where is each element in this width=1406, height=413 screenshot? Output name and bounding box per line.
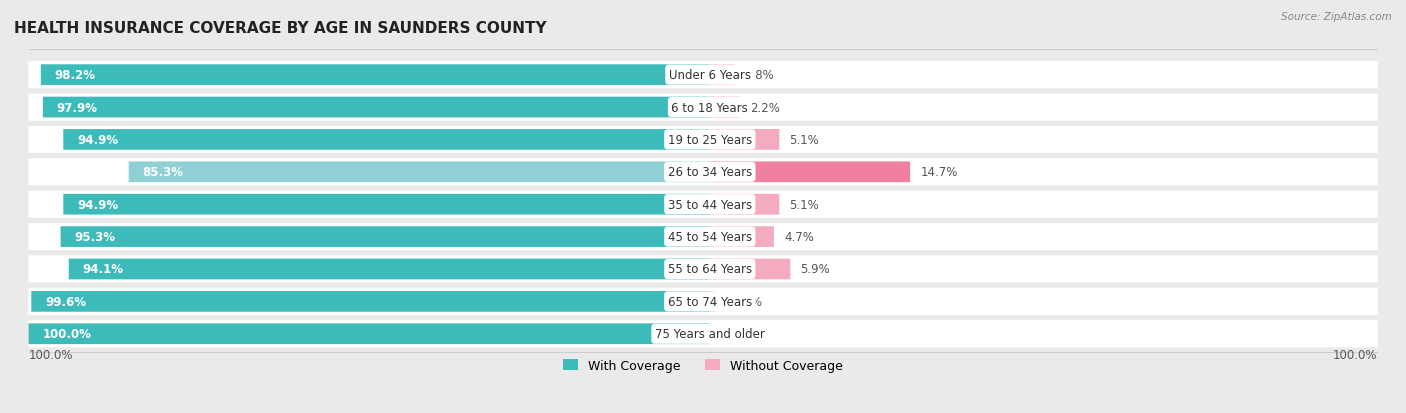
Text: 14.7%: 14.7% [921, 166, 957, 179]
FancyBboxPatch shape [710, 227, 773, 247]
Text: 100.0%: 100.0% [1333, 349, 1378, 361]
Text: 45 to 54 Years: 45 to 54 Years [668, 230, 752, 244]
FancyBboxPatch shape [710, 195, 779, 215]
Text: Under 6 Years: Under 6 Years [669, 69, 751, 82]
Text: 5.9%: 5.9% [800, 263, 830, 276]
Text: 5.1%: 5.1% [790, 133, 820, 147]
Text: 1.8%: 1.8% [745, 69, 775, 82]
Text: 100.0%: 100.0% [28, 349, 73, 361]
Text: 94.9%: 94.9% [77, 133, 118, 147]
Text: Source: ZipAtlas.com: Source: ZipAtlas.com [1281, 12, 1392, 22]
FancyBboxPatch shape [69, 259, 710, 280]
Text: 4.7%: 4.7% [785, 230, 814, 244]
FancyBboxPatch shape [31, 291, 710, 312]
Text: 6 to 18 Years: 6 to 18 Years [672, 101, 748, 114]
FancyBboxPatch shape [28, 223, 1378, 251]
Text: 2.2%: 2.2% [749, 101, 780, 114]
Text: 26 to 34 Years: 26 to 34 Years [668, 166, 752, 179]
FancyBboxPatch shape [28, 191, 1378, 218]
Text: 99.6%: 99.6% [45, 295, 86, 308]
Text: 55 to 64 Years: 55 to 64 Years [668, 263, 752, 276]
FancyBboxPatch shape [63, 195, 710, 215]
Text: 94.9%: 94.9% [77, 198, 118, 211]
FancyBboxPatch shape [710, 130, 779, 150]
Text: 75 Years and older: 75 Years and older [655, 328, 765, 340]
Text: HEALTH INSURANCE COVERAGE BY AGE IN SAUNDERS COUNTY: HEALTH INSURANCE COVERAGE BY AGE IN SAUN… [14, 21, 547, 36]
Text: 98.2%: 98.2% [55, 69, 96, 82]
Text: 35 to 44 Years: 35 to 44 Years [668, 198, 752, 211]
Text: 65 to 74 Years: 65 to 74 Years [668, 295, 752, 308]
Text: 94.1%: 94.1% [83, 263, 124, 276]
FancyBboxPatch shape [28, 288, 1378, 315]
FancyBboxPatch shape [710, 97, 740, 118]
Text: 97.9%: 97.9% [56, 101, 97, 114]
FancyBboxPatch shape [28, 324, 710, 344]
FancyBboxPatch shape [28, 256, 1378, 283]
FancyBboxPatch shape [129, 162, 710, 183]
FancyBboxPatch shape [710, 162, 910, 183]
Text: 0.0%: 0.0% [720, 328, 749, 340]
FancyBboxPatch shape [63, 130, 710, 150]
FancyBboxPatch shape [28, 320, 1378, 347]
FancyBboxPatch shape [28, 126, 1378, 154]
Text: 95.3%: 95.3% [75, 230, 115, 244]
Legend: With Coverage, Without Coverage: With Coverage, Without Coverage [558, 354, 848, 377]
FancyBboxPatch shape [41, 65, 710, 86]
FancyBboxPatch shape [60, 227, 710, 247]
Text: 100.0%: 100.0% [42, 328, 91, 340]
FancyBboxPatch shape [710, 259, 790, 280]
FancyBboxPatch shape [28, 94, 1378, 121]
FancyBboxPatch shape [710, 291, 716, 312]
FancyBboxPatch shape [28, 62, 1378, 89]
Text: 5.1%: 5.1% [790, 198, 820, 211]
Text: 19 to 25 Years: 19 to 25 Years [668, 133, 752, 147]
FancyBboxPatch shape [28, 159, 1378, 186]
FancyBboxPatch shape [710, 65, 734, 86]
FancyBboxPatch shape [42, 97, 710, 118]
Text: 0.38%: 0.38% [725, 295, 762, 308]
Text: 85.3%: 85.3% [142, 166, 183, 179]
